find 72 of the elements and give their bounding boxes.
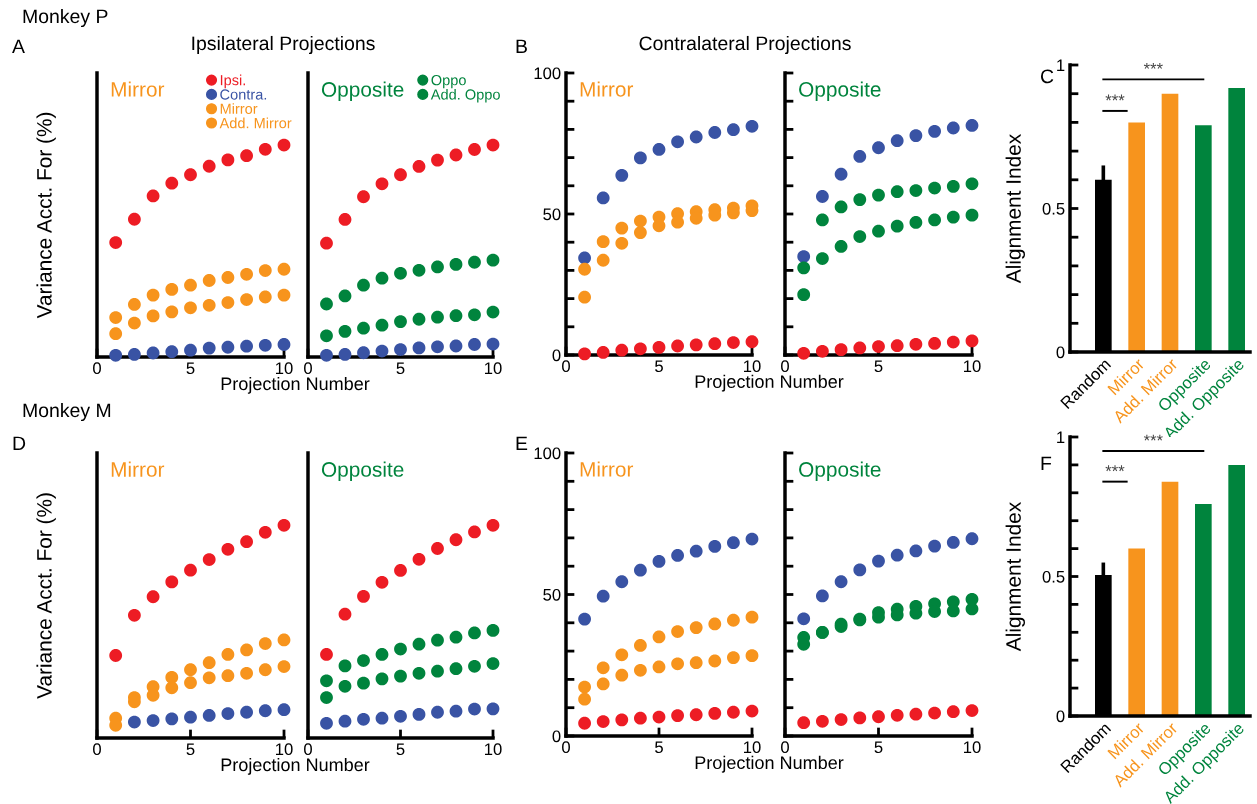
x-tick-label: 0 xyxy=(562,741,570,754)
annotation: *** xyxy=(1105,465,1125,472)
x-tick-label: 5 xyxy=(396,743,405,756)
x-tick-label: 5 xyxy=(186,743,195,756)
x-tick-label: 5 xyxy=(655,360,663,373)
legend-label: Oppo xyxy=(431,75,466,89)
chart-title: Contralateral Projections xyxy=(639,35,851,55)
x-tick-label: 5 xyxy=(186,362,195,375)
legend-label: Add. Oppo xyxy=(430,88,500,103)
text: D xyxy=(13,436,26,451)
x-tick-label: 10 xyxy=(744,360,761,373)
text: Monkey M xyxy=(23,402,111,422)
x-tick-label: 5 xyxy=(655,741,663,754)
y-tick-label: 0 xyxy=(1056,710,1065,723)
legend-label: Mirror xyxy=(220,103,258,114)
x-tick-label: 0 xyxy=(304,362,312,375)
x-tick-label: 10 xyxy=(964,360,981,373)
x-axis-title: Projection Number xyxy=(221,376,370,394)
text: E xyxy=(516,436,528,451)
x-tick-label: 10 xyxy=(276,743,293,756)
x-tick-label: 0 xyxy=(93,362,101,375)
y-tick-label: 0 xyxy=(552,730,561,743)
chart-title: Ipsilateral Projections xyxy=(192,35,375,55)
chart-subtitle: Mirror xyxy=(580,81,634,97)
x-tick-label: 0 xyxy=(304,743,312,756)
x-tick-label: 10 xyxy=(964,741,981,754)
chart-subtitle: Opposite xyxy=(799,461,881,481)
chart-subtitle: Opposite xyxy=(799,81,881,101)
y-tick-label: 100 xyxy=(534,447,561,460)
x-tick-label: 10 xyxy=(485,743,502,756)
x-tick-label: 10 xyxy=(276,362,293,375)
y-tick-label: 0 xyxy=(552,349,561,362)
x-tick-label: 5 xyxy=(874,741,883,754)
y-tick-label: 0 xyxy=(1056,346,1065,359)
x-axis-title: Projection Number xyxy=(695,755,844,773)
x-tick-label: 0 xyxy=(93,743,101,756)
y-tick-label: 1 xyxy=(1057,59,1065,72)
x-tick-label: 5 xyxy=(874,360,883,373)
legend-label: Contra. xyxy=(220,89,267,100)
legend-label: Add. Mirror xyxy=(219,117,292,129)
annotation: *** xyxy=(1105,94,1125,101)
text: F xyxy=(1041,456,1052,471)
text: B xyxy=(516,39,527,54)
y-tick-label: 0.5 xyxy=(1042,570,1065,583)
text: C xyxy=(1040,69,1054,84)
annotation: *** xyxy=(1143,434,1163,441)
chart-subtitle: Opposite xyxy=(321,81,404,101)
x-axis-title: Projection Number xyxy=(695,374,844,392)
legend-label: Ipsi. xyxy=(220,74,245,89)
chart-subtitle: Mirror xyxy=(580,461,634,477)
x-tick-label: 0 xyxy=(562,360,570,373)
x-tick-label: 10 xyxy=(744,741,761,754)
y-axis-title: Alignment Index xyxy=(1005,502,1025,652)
y-axis-title: Alignment Index xyxy=(1005,134,1025,284)
y-tick-label: 50 xyxy=(543,588,561,601)
y-tick-label: 50 xyxy=(543,208,561,221)
x-axis-title: Projection Number xyxy=(221,757,370,775)
x-tick-label: 0 xyxy=(781,360,789,373)
text: Monkey P xyxy=(23,8,108,28)
y-axis-title: Variance Acct. For (%) xyxy=(36,493,56,699)
y-tick-label: 1 xyxy=(1057,431,1065,444)
y-tick-label: 100 xyxy=(534,67,561,80)
y-axis-title: Variance Acct. For (%) xyxy=(36,112,56,319)
chart-subtitle: Mirror xyxy=(111,81,165,97)
annotation: *** xyxy=(1143,62,1163,69)
x-tick-label: 0 xyxy=(781,741,789,754)
chart-subtitle: Mirror xyxy=(111,461,165,477)
x-tick-label: 10 xyxy=(485,362,502,375)
chart-subtitle: Opposite xyxy=(321,461,404,481)
x-tick-label: 5 xyxy=(396,362,405,375)
y-tick-label: 0.5 xyxy=(1042,202,1065,215)
text: A xyxy=(12,39,25,54)
